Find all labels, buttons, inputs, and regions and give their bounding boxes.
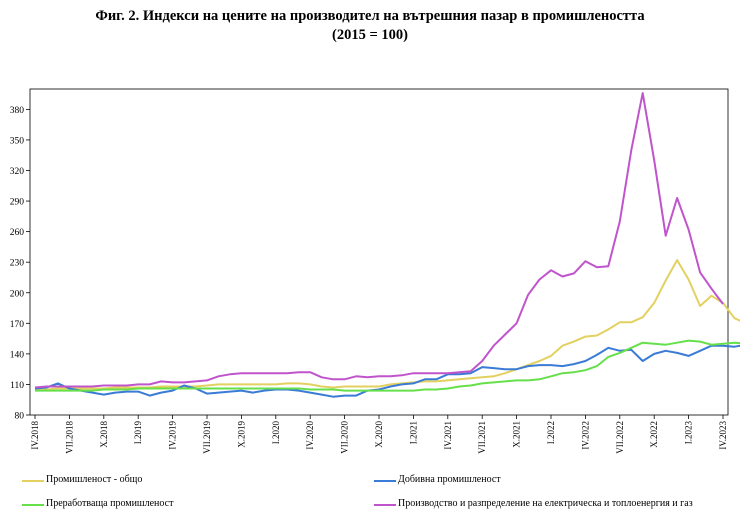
legend-swatch-total xyxy=(22,480,44,482)
y-tick-label: 290 xyxy=(10,198,25,208)
x-tick-label: X.2021 xyxy=(512,421,522,448)
y-tick-label: 200 xyxy=(10,289,25,299)
x-tick-label: IV.2021 xyxy=(443,421,453,450)
x-tick-label: IV.2019 xyxy=(168,421,178,450)
x-tick-label: I.2020 xyxy=(271,421,281,445)
x-tick-label: I.2021 xyxy=(408,421,418,444)
legend-label-total: Промишленост - общо xyxy=(46,474,143,485)
series-line-0 xyxy=(35,259,740,391)
y-tick-label: 350 xyxy=(10,136,25,146)
legend-swatch-manufacturing xyxy=(22,504,44,506)
x-tick-label: VII.2018 xyxy=(64,421,74,454)
x-tick-label: VII.2021 xyxy=(477,421,487,454)
x-tick-label: VII.2020 xyxy=(340,421,350,454)
plot-area xyxy=(29,88,729,416)
y-tick-label: 320 xyxy=(10,167,25,177)
x-tick-label: IV.2020 xyxy=(305,421,315,450)
y-tick-label: 140 xyxy=(10,350,25,360)
x-tick-label: X.2019 xyxy=(236,421,246,448)
x-tick-label: I.2023 xyxy=(684,421,694,445)
legend-swatch-mining xyxy=(374,480,396,482)
series-line-3 xyxy=(34,92,724,389)
y-tick-label: 260 xyxy=(10,228,25,238)
x-tick-label: IV.2018 xyxy=(30,421,40,450)
x-tick-label: IV.2023 xyxy=(718,421,728,450)
y-tick-label: 110 xyxy=(10,381,24,391)
x-tick-label: X.2022 xyxy=(649,421,659,448)
x-tick-label: VII.2019 xyxy=(202,421,212,454)
series-line-2 xyxy=(35,339,740,392)
y-tick-label: 170 xyxy=(10,320,25,330)
legend-swatch-energy xyxy=(374,504,396,506)
x-tick-label: IV.2022 xyxy=(580,421,590,450)
x-tick-label: I.2019 xyxy=(133,421,143,445)
legend-label-manufacturing: Преработваща промишленост xyxy=(46,498,174,509)
legend-label-energy: Производство и разпределение на електрич… xyxy=(398,498,693,509)
y-tick-label: 80 xyxy=(15,412,25,422)
x-tick-label: I.2022 xyxy=(546,421,556,444)
x-tick-label: X.2020 xyxy=(374,421,384,448)
x-tick-label: X.2018 xyxy=(99,421,109,448)
x-tick-label: VII.2022 xyxy=(615,421,625,454)
y-tick-label: 380 xyxy=(10,106,25,116)
chart-subtitle: (2015 = 100) xyxy=(332,27,408,43)
y-tick-label: 230 xyxy=(10,259,25,269)
legend-label-mining: Добивна промишленост xyxy=(398,474,501,485)
chart-title: Фиг. 2. Индекси на цените на производите… xyxy=(95,8,645,24)
